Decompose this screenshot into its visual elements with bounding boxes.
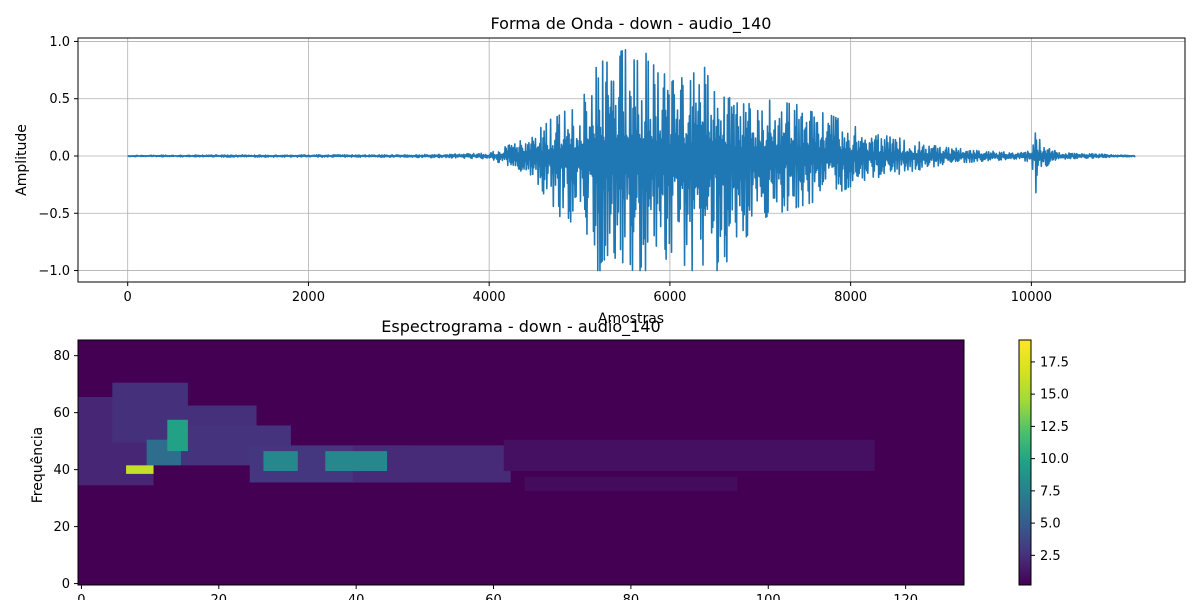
waveform-x-tick-label: 6000 [653,290,686,305]
spectrogram-y-tick-label: 20 [53,520,70,535]
colorbar-gradient [1018,339,1032,586]
spectrogram-energy-region [263,451,298,472]
spectrogram-x-tick-label: 20 [211,593,228,600]
waveform-line [127,49,1136,272]
waveform-x-tick-label: 10000 [1011,290,1052,305]
colorbar: 2.5 5.0 7.5 10.0 12.5 15.0 17.5 [1018,339,1069,586]
waveform-x-label: Amostras [598,311,664,327]
waveform-x-tick-label: 0 [124,290,132,305]
spectrogram-title: Espectrograma - down - audio_140 [381,317,660,337]
waveform-title: Forma de Onda - down - audio_140 [491,14,772,34]
colorbar-tick-label: 12.5 [1040,420,1069,435]
colorbar-tick-label: 10.0 [1040,452,1069,467]
spectrogram-x-axis: 0 20 40 60 80 100 120 [77,585,918,600]
spectrogram-x-tick-label: 120 [893,593,918,600]
waveform-y-tick-label: −0.5 [38,207,70,222]
spectrogram-energy-region [325,451,388,472]
spectrogram-x-tick-label: 80 [623,593,640,600]
spectrogram-y-tick-label: 0 [62,577,70,592]
waveform-y-tick-label: −1.0 [38,264,70,279]
waveform-x-tick-label: 2000 [292,290,325,305]
spectrogram-x-tick-label: 0 [77,593,85,600]
spectrogram-energy-region [524,476,738,491]
waveform-y-tick-label: 0.5 [49,92,70,107]
colorbar-tick-label: 15.0 [1040,388,1069,403]
waveform-y-axis: −1.0 −0.5 0.0 0.5 1.0 [38,35,78,279]
waveform-y-tick-label: 1.0 [49,35,70,50]
waveform-y-label: Amplitude [14,124,30,196]
spectrogram-x-tick-label: 60 [485,593,502,600]
spectrogram-y-axis: 0 20 40 60 80 [53,349,78,592]
waveform-x-axis: 0 2000 4000 6000 8000 10000 [124,282,1052,305]
waveform-y-tick-label: 0.0 [49,149,70,164]
colorbar-tick-label: 17.5 [1040,355,1069,370]
colorbar-tick-label: 7.5 [1040,484,1061,499]
spectrogram-chart: Espectrograma - down - audio_140 0 20 40 60… [30,317,965,600]
waveform-x-tick-label: 8000 [834,290,867,305]
spectrogram-x-tick-label: 100 [756,593,781,600]
spectrogram-x-tick-label: 40 [348,593,365,600]
spectrogram-energy-region [503,439,875,472]
spectrogram-y-label: Frequência [30,427,46,504]
spectrogram-y-tick-label: 60 [53,406,70,421]
spectrogram-energy-region [126,465,154,474]
waveform-axes-frame [77,37,1186,283]
colorbar-tick-label: 2.5 [1040,549,1061,564]
colorbar-tick-label: 5.0 [1040,517,1061,532]
spectrogram-y-tick-label: 40 [53,463,70,478]
colorbar-ticks: 2.5 5.0 7.5 10.0 12.5 15.0 17.5 [1031,355,1069,564]
spectrogram-axes-frame [77,339,965,586]
spectrogram-y-tick-label: 80 [53,349,70,364]
waveform-x-tick-label: 4000 [473,290,506,305]
spectrogram-energy-region [167,419,188,452]
waveform-chart: Forma de Onda - down - audio_140 0 2000 40… [14,14,1186,327]
spectrogram-image [78,340,964,585]
